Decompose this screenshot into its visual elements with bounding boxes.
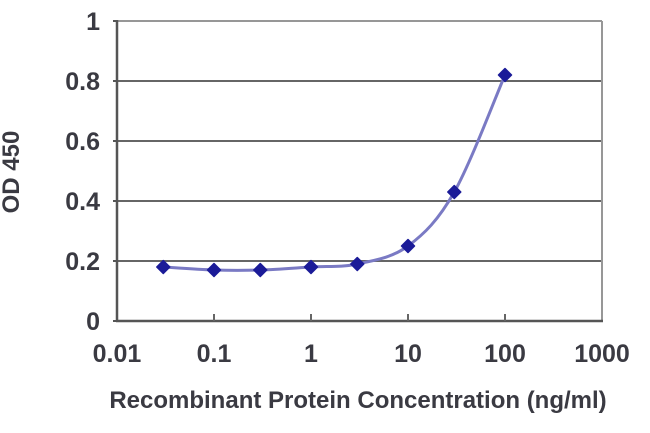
tick-labels-layer: 0.01 0.1 1 10 100 1000 0 0.2 0.4 0.6 0.8 1 [65,8,630,368]
data-point-marker [447,184,462,200]
y-tick-label: 0.4 [65,188,100,216]
series-line [161,73,507,272]
data-point-marker [350,256,365,272]
data-point-marker [156,259,171,275]
x-axis-title: Recombinant Protein Concentration (ng/ml… [109,387,606,414]
data-point-marker [497,67,513,83]
y-tick-label: 0.2 [65,248,100,276]
x-tick-label: 0.01 [93,340,142,368]
data-point-marker [400,238,416,254]
gridlines-layer [117,80,602,262]
x-tick-label: 10 [394,340,422,368]
x-tick-label: 1 [304,340,318,368]
data-point-marker [206,262,222,278]
y-axis-title: OD 450 [0,131,25,214]
data-series-layer [156,67,513,278]
y-tick-label: 0 [86,308,100,336]
y-tick-label: 0.6 [65,128,100,156]
plot-frame [115,20,603,323]
x-tick-label: 1000 [574,340,630,368]
x-tick-label: 0.1 [197,340,232,368]
data-point-marker [253,262,268,278]
x-tick-label: 100 [484,340,526,368]
tick-marks-layer [113,20,506,322]
data-point-marker [303,259,319,275]
y-tick-label: 1 [86,8,100,36]
y-tick-label: 0.8 [65,68,100,96]
